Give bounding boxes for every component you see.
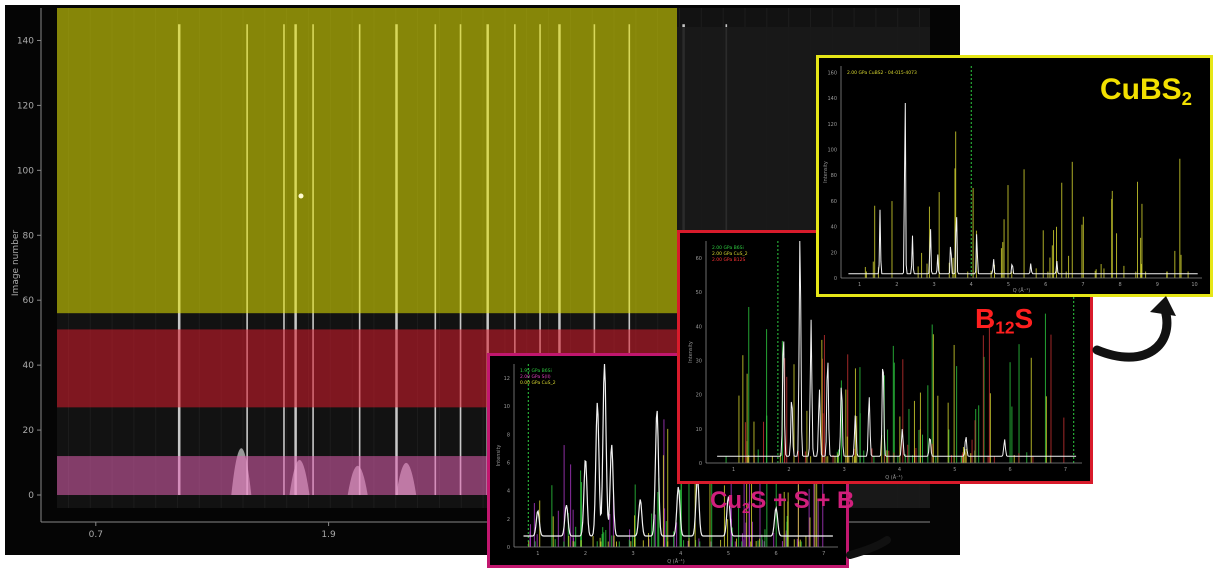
x-tick-label: 4 [679, 551, 682, 557]
y-tick-label: 0 [507, 545, 510, 551]
x-tick-label: 7 [1081, 282, 1084, 288]
arrowhead-to-cubs2 [1150, 296, 1176, 316]
y-tick-label: 60 [831, 199, 837, 205]
y-tick-label: 50 [696, 290, 702, 296]
y-tick-label: 120 [827, 122, 837, 128]
y-tick-label: 20 [831, 250, 837, 256]
legend-entry: 2.00 GPa CuBS2 - 04-015-4073 [847, 70, 917, 76]
x-tick-label: 2 [895, 282, 898, 288]
cubs2-phase-label: CuBS2 [1100, 73, 1193, 109]
inset-cubs2-pattern: 0 20 40 60 80 100 120 140 160 1 2 3 4 5 6 7 8 9 10 Q (Å⁻¹) I… [816, 55, 1213, 297]
x-tick-label: 5 [1007, 282, 1010, 288]
x-tick-label: 7 [1064, 467, 1067, 473]
x-tick-label: 0.7 [89, 530, 103, 540]
y-tick-label: 140 [827, 96, 837, 102]
y-axis-label: Image number [11, 230, 21, 296]
y-tick-label: 20 [696, 393, 702, 399]
pattern-trace [717, 240, 1077, 457]
x-tick-label: 6 [1009, 467, 1012, 473]
x-tick-label: 4 [970, 282, 973, 288]
legend-entry: 1.95 GPa B6Si [520, 368, 552, 374]
y-tick-label: 60 [23, 296, 35, 306]
x-tick-label: 1.9 [321, 530, 336, 540]
y-tick-label: 6 [507, 461, 510, 467]
x-tick-label: 5 [727, 551, 730, 557]
y-tick-label: 120 [17, 101, 34, 111]
x-tick-label: 7 [822, 551, 825, 557]
x-tick-label: 6 [1044, 282, 1047, 288]
arrow-to-cubs2 [1092, 305, 1172, 362]
y-tick-label: 100 [17, 166, 34, 176]
x-tick-label: 2 [584, 551, 587, 557]
y-tick-label: 10 [696, 427, 702, 433]
y-axis-label: Intensity [496, 445, 502, 467]
cubs2-pattern-chart: 0 20 40 60 80 100 120 140 160 1 2 3 4 5 6 7 8 9 10 Q (Å⁻¹) I… [823, 66, 1202, 294]
y-tick-label: 8 [507, 432, 510, 438]
phase-band-cubs2 [57, 8, 677, 314]
x-tick-label: 1 [536, 551, 539, 557]
bright-spot [298, 193, 304, 199]
y-tick-label: 100 [827, 148, 837, 154]
legend-entry: 0.00 GPa CuS_2 [520, 380, 556, 386]
x-tick-label: 3 [932, 282, 935, 288]
y-tick-label: 80 [23, 231, 35, 241]
cu2s-phase-label: Cu2S + S + B [710, 487, 855, 517]
legend-entry: 2.00 GPa S(II) [520, 374, 551, 380]
x-tick-label: 3 [843, 467, 846, 473]
y-tick-label: 0 [834, 276, 837, 282]
x-tick-label: 10 [1191, 282, 1197, 288]
y-tick-label: 140 [17, 36, 34, 46]
y-tick-label: 30 [696, 359, 702, 365]
y-tick-label: 160 [827, 70, 837, 76]
y-tick-label: 40 [831, 225, 837, 231]
x-tick-label: 1 [732, 467, 735, 473]
x-tick-label: 3 [632, 551, 635, 557]
legend-entry: 2.00 GPa CuS_2 [712, 251, 748, 257]
b12s-phase-label: B12S [975, 303, 1034, 338]
x-axis-label: Q (Å⁻¹) [667, 558, 685, 565]
pattern-trace [523, 363, 833, 537]
x-tick-label: 8 [1119, 282, 1122, 288]
y-axis-label: Intensity [823, 161, 829, 183]
x-tick-label: 9 [1156, 282, 1159, 288]
y-tick-label: 40 [23, 361, 35, 371]
y-tick-label: 60 [696, 256, 702, 262]
x-tick-label: 2 [787, 467, 790, 473]
x-tick-label: 5 [953, 467, 956, 473]
y-tick-label: 40 [696, 324, 702, 330]
inset-cu2s-pattern: 0 2 4 6 8 10 12 1 2 3 4 5 6 7 Q (Å⁻¹) Intensity 1.95 GPa… [487, 353, 849, 568]
legend-entry: 2.00 GPa B6Si [712, 245, 744, 251]
y-tick-label: 2 [507, 517, 510, 523]
y-tick-label: 12 [504, 376, 510, 382]
y-tick-label: 20 [23, 426, 35, 436]
y-tick-label: 0 [28, 491, 34, 501]
y-tick-label: 80 [831, 173, 837, 179]
legend-entry: 2.00 GPa B12S [712, 257, 745, 263]
x-tick-label: 1 [858, 282, 861, 288]
y-tick-label: 10 [504, 404, 510, 410]
pattern-trace [848, 102, 1198, 275]
x-tick-label: 6 [774, 551, 777, 557]
y-axis-label: Intensity [688, 341, 694, 363]
x-tick-label: 4 [898, 467, 901, 473]
x-axis-label: Q (Å⁻¹) [1013, 287, 1031, 294]
y-tick-label: 4 [507, 489, 510, 495]
y-tick-label: 0 [699, 461, 702, 467]
x-axis-label: Q (Å⁻¹) [885, 474, 903, 481]
